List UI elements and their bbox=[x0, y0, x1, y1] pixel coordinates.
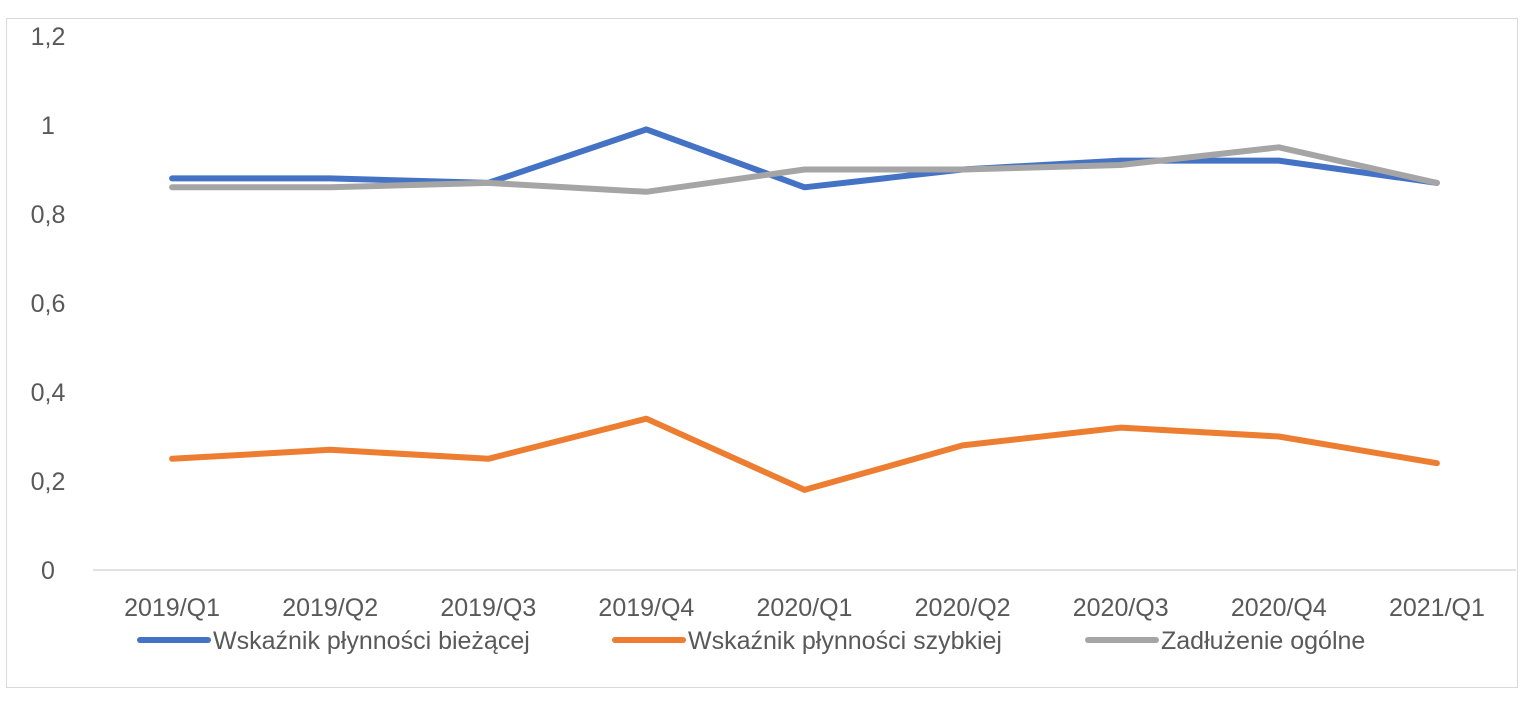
legend-label-3: Zadłużenie ogólne bbox=[1161, 627, 1365, 655]
y-tick-label: 1,2 bbox=[31, 23, 66, 51]
chart-frame bbox=[6, 18, 1518, 688]
x-tick-label: 2019/Q1 bbox=[124, 594, 220, 622]
y-axis-tick-labels: 0 0,2 0,4 0,6 0,8 1 1,2 bbox=[31, 23, 66, 585]
x-tick-label: 2020/Q1 bbox=[757, 594, 853, 622]
y-tick-label: 0,4 bbox=[31, 379, 66, 407]
legend: Wskaźnik płynności bieżącej Wskaźnik płyn… bbox=[137, 627, 1365, 655]
x-tick-label: 2019/Q4 bbox=[598, 594, 694, 622]
x-axis-tick-labels: 2019/Q1 2019/Q2 2019/Q3 2019/Q4 2020/Q1 2020/… bbox=[124, 594, 1485, 622]
x-tick-label: 2021/Q1 bbox=[1389, 594, 1485, 622]
series-line-1 bbox=[169, 126, 1440, 191]
y-tick-label: 0,6 bbox=[31, 290, 66, 318]
series-line-2 bbox=[169, 415, 1440, 493]
x-tick-label: 2020/Q2 bbox=[915, 594, 1011, 622]
legend-label-1: Wskaźnik płynności bieżącej bbox=[213, 627, 530, 655]
x-tick-label: 2019/Q3 bbox=[440, 594, 536, 622]
series-line-3 bbox=[169, 144, 1440, 195]
series-lines bbox=[169, 126, 1440, 493]
y-tick-label: 1 bbox=[41, 112, 55, 140]
y-tick-label: 0,8 bbox=[31, 201, 66, 229]
legend-label-2: Wskaźnik płynności szybkiej bbox=[688, 627, 1002, 655]
x-tick-label: 2019/Q2 bbox=[282, 594, 378, 622]
x-tick-label: 2020/Q4 bbox=[1231, 594, 1327, 622]
x-tick-label: 2020/Q3 bbox=[1073, 594, 1169, 622]
y-tick-label: 0 bbox=[41, 557, 55, 585]
y-tick-label: 0,2 bbox=[31, 468, 66, 496]
